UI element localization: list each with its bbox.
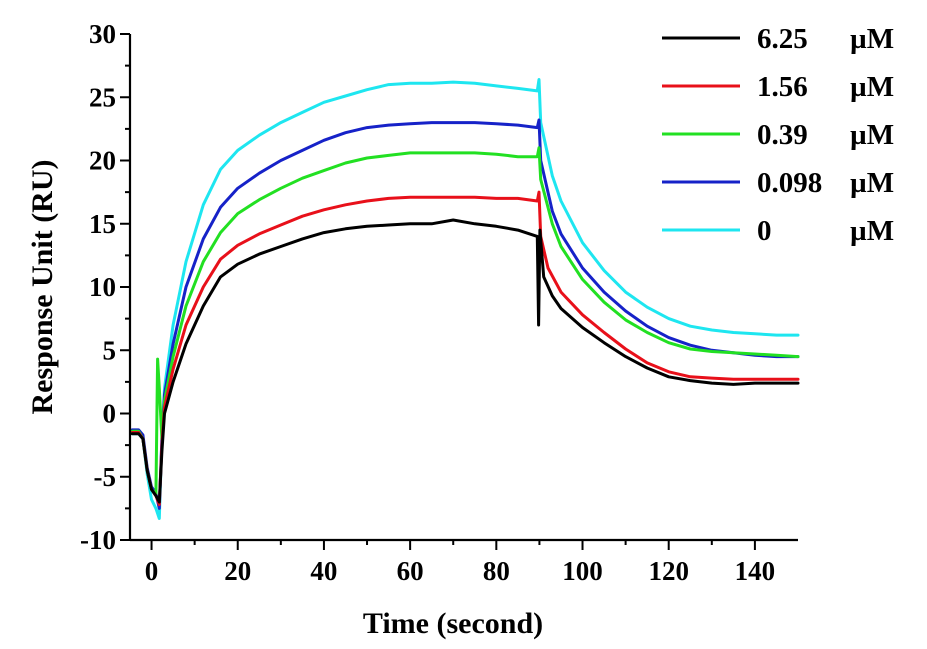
legend-unit: µM	[850, 215, 894, 247]
series-line-0.39	[130, 146, 800, 498]
y-axis-title: Response Unit (RU)	[26, 160, 59, 415]
legend-value: 6.25	[757, 23, 808, 55]
legend-unit: µM	[850, 23, 894, 55]
y-tick-label: 25	[89, 82, 116, 112]
x-tick-label: 0	[145, 556, 159, 586]
legend-entry: 1.56 µM	[662, 71, 894, 103]
x-tick-label: 120	[648, 556, 689, 586]
x-tick-label: 80	[483, 556, 510, 586]
series-line-0	[130, 78, 800, 520]
y-tick-label: 10	[89, 272, 116, 302]
y-tick-label: 20	[89, 146, 116, 176]
legend: 6.25 µM 1.56 µM 0.39 µM 0.098 µM 0 µM	[662, 23, 894, 247]
x-tick-label: 60	[397, 556, 424, 586]
x-tick-label: 20	[224, 556, 251, 586]
x-axis-title: Time (second)	[363, 607, 543, 640]
legend-entry: 6.25 µM	[662, 23, 894, 55]
legend-entry: 0.098 µM	[662, 167, 894, 199]
legend-unit: µM	[850, 119, 894, 151]
series-layer	[130, 78, 800, 520]
y-tick-label: -5	[94, 462, 117, 492]
series-line-6.25	[130, 218, 800, 504]
x-tick-label: 140	[735, 556, 776, 586]
legend-entry: 0.39 µM	[662, 119, 894, 151]
legend-value: 0.098	[757, 167, 822, 199]
x-axis: 0 20 40 60 80 100 120 140	[130, 538, 798, 586]
legend-value: 0	[757, 215, 772, 247]
legend-entry: 0 µM	[662, 215, 894, 247]
y-tick-label: 5	[103, 335, 117, 365]
x-tick-label: 40	[310, 556, 337, 586]
y-tick-label: 0	[103, 399, 117, 429]
legend-value: 0.39	[757, 119, 808, 151]
y-tick-label: 30	[89, 19, 116, 49]
x-tick-label: 100	[562, 556, 603, 586]
y-tick-label: 15	[89, 209, 116, 239]
y-tick-label: -10	[80, 525, 116, 555]
legend-unit: µM	[850, 71, 894, 103]
legend-unit: µM	[850, 167, 894, 199]
legend-value: 1.56	[757, 71, 808, 103]
y-axis: -10 -5 0 5 10 15 20 25 30	[80, 19, 132, 555]
series-line-0.098	[130, 118, 800, 510]
